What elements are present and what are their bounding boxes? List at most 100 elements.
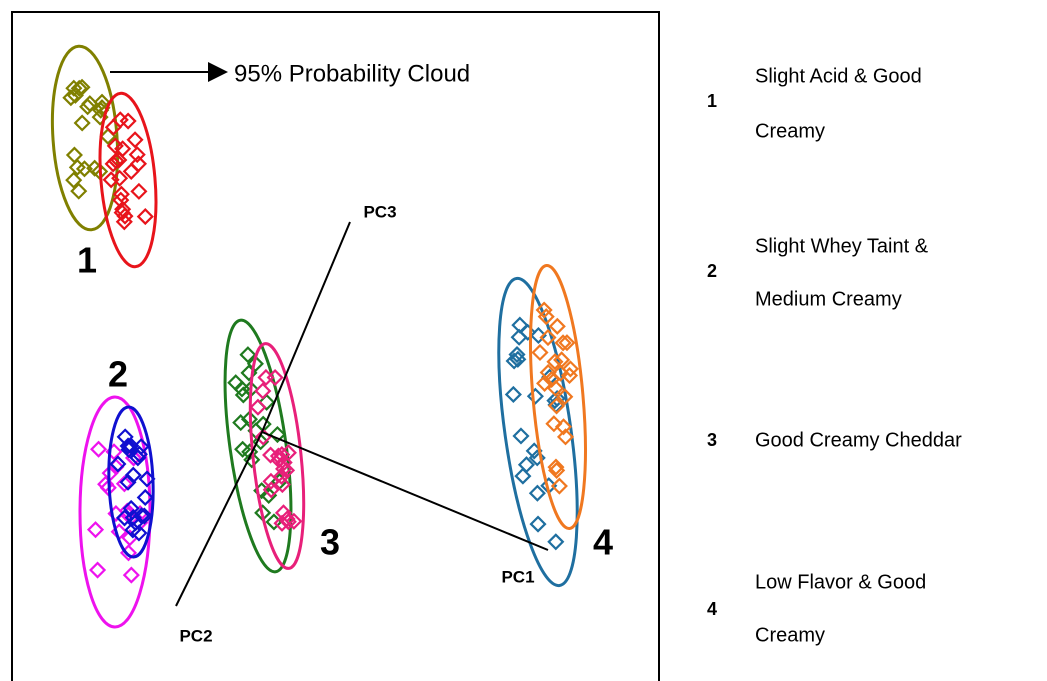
sample-marker xyxy=(86,521,105,539)
legend-text: Low Flavor & Good xyxy=(755,571,926,593)
sample-marker xyxy=(505,352,523,370)
sample-marker xyxy=(273,446,291,464)
sample-marker xyxy=(273,467,291,485)
pc2-axis xyxy=(175,431,263,607)
sample-marker xyxy=(539,328,557,347)
sample-marker xyxy=(545,415,563,433)
cluster-label: 1 xyxy=(77,240,97,281)
legend-number: 4 xyxy=(707,599,717,619)
sample-marker xyxy=(550,477,568,495)
sample-marker xyxy=(234,440,252,458)
sample-marker xyxy=(560,366,579,385)
sample-marker xyxy=(537,308,555,326)
sample-marker xyxy=(529,515,547,533)
sample-marker xyxy=(90,440,108,458)
sample-marker xyxy=(262,481,280,499)
probability-cloud xyxy=(50,44,120,232)
sample-marker xyxy=(107,152,125,170)
sample-marker xyxy=(65,171,83,189)
sample-marker xyxy=(512,427,530,445)
sample-marker xyxy=(232,414,250,432)
sample-marker xyxy=(548,317,566,335)
sample-marker xyxy=(122,437,140,455)
legend-text: Slight Acid & Good xyxy=(755,65,922,87)
sample-marker xyxy=(109,455,127,473)
sample-marker xyxy=(124,521,142,539)
sample-marker xyxy=(556,388,574,406)
sample-marker xyxy=(548,397,566,415)
probability-cloud xyxy=(98,91,158,269)
sample-marker xyxy=(554,418,573,436)
sample-marker xyxy=(112,185,130,203)
sample-marker xyxy=(66,86,84,104)
sample-marker xyxy=(130,182,148,200)
sample-marker xyxy=(539,363,557,382)
sample-marker xyxy=(70,79,88,97)
sample-marker xyxy=(546,353,564,371)
sample-marker xyxy=(561,360,579,378)
sample-marker xyxy=(116,207,134,225)
sample-marker xyxy=(258,393,276,411)
sample-marker xyxy=(508,345,526,364)
sample-marker xyxy=(92,101,110,119)
sample-marker xyxy=(254,382,272,400)
sample-marker xyxy=(122,162,140,180)
sample-marker xyxy=(268,425,286,444)
sample-marker xyxy=(93,93,111,111)
sample-marker xyxy=(124,466,142,484)
pc1-label: PC1 xyxy=(501,567,534,586)
sample-marker xyxy=(115,509,134,527)
sample-marker xyxy=(65,146,83,164)
sample-marker xyxy=(269,447,287,465)
legend-text: Medium Creamy xyxy=(755,288,902,310)
legend-number: 2 xyxy=(707,261,717,281)
sample-marker xyxy=(135,507,153,525)
sample-marker xyxy=(526,387,544,405)
sample-marker xyxy=(126,131,144,149)
pc-axes xyxy=(175,221,549,607)
sample-marker xyxy=(110,151,128,169)
sample-marker xyxy=(122,566,140,584)
sample-marker xyxy=(234,386,252,404)
sample-marker xyxy=(252,433,270,451)
sample-marker xyxy=(285,512,303,530)
sample-marker xyxy=(535,301,553,319)
probability-cloud xyxy=(529,263,587,531)
pc1-axis xyxy=(261,431,549,551)
sample-marker xyxy=(536,374,554,392)
legend-number: 3 xyxy=(707,430,717,450)
sample-marker xyxy=(136,488,154,507)
sample-marker xyxy=(73,114,91,132)
legend-text: Creamy xyxy=(755,120,825,142)
sample-marker xyxy=(239,346,257,364)
clusters xyxy=(50,44,587,629)
sample-marker xyxy=(556,428,575,446)
sample-marker xyxy=(543,370,561,389)
sample-marker xyxy=(266,368,284,387)
probability-cloud xyxy=(78,395,152,629)
sample-marker xyxy=(528,484,546,502)
sample-marker xyxy=(102,171,120,189)
sample-marker xyxy=(114,140,132,158)
sample-marker xyxy=(273,514,291,532)
pc3-axis xyxy=(261,221,351,433)
legend-number: 1 xyxy=(707,91,717,111)
sample-marker xyxy=(262,472,280,490)
legend-text: Good Creamy Cheddar xyxy=(755,429,962,451)
sample-marker xyxy=(517,456,536,474)
sample-marker xyxy=(115,475,133,493)
sample-marker xyxy=(119,437,137,455)
cluster-label: 2 xyxy=(108,354,128,395)
sample-marker xyxy=(547,458,565,476)
sample-marker xyxy=(547,533,565,551)
annotation: 95% Probability Cloud xyxy=(234,60,470,87)
sample-marker xyxy=(62,89,80,107)
sample-marker xyxy=(122,499,140,517)
sample-marker xyxy=(119,112,137,130)
probability-cloud xyxy=(248,342,306,570)
sample-marker xyxy=(89,561,107,579)
cluster-label: 3 xyxy=(320,522,340,563)
sample-marker xyxy=(531,343,549,362)
sample-marker xyxy=(136,208,154,226)
